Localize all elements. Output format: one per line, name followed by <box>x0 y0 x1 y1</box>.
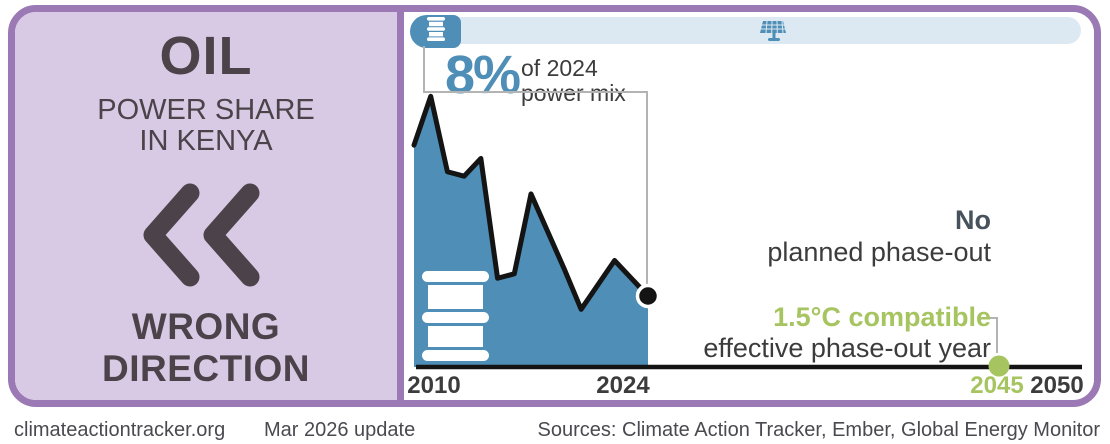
solar-panel-icon <box>759 20 789 42</box>
double-chevron-left-icon <box>15 183 397 292</box>
status-line-2: planned phase-out <box>767 237 991 267</box>
oil-barrel-badge <box>410 15 461 48</box>
tick-2024: 2024 <box>596 372 650 399</box>
data-line <box>411 93 651 312</box>
tick-2045: 2045 <box>970 372 1024 399</box>
subtitle-line-1: POWER SHARE <box>97 93 315 126</box>
compatible-target: 1.5°C compatible effective phase-out yea… <box>703 302 991 364</box>
footer: climateactiontracker.org Mar 2026 update… <box>0 419 1110 444</box>
oil-barrel-icon <box>426 16 446 47</box>
tick-2050: 2050 <box>1030 372 1084 399</box>
annotation-bracket <box>423 46 648 287</box>
target-connector <box>982 317 998 353</box>
phase-out-status: No planned phase-out <box>767 204 991 268</box>
fuel-title: OIL <box>159 26 253 86</box>
left-panel: OIL POWER SHARE IN KENYA WRONG DIRECTION <box>15 12 404 400</box>
panel-subtitle: POWER SHARE IN KENYA <box>15 93 397 157</box>
verdict-line-2: DIRECTION <box>102 347 310 389</box>
verdict-line-1: WRONG <box>131 305 281 347</box>
chart-panel: 8% of 2024 power mix <box>404 12 1094 400</box>
share-label-line-1: of 2024 <box>521 55 598 81</box>
subtitle-line-2: IN KENYA <box>139 124 273 157</box>
update-date: Mar 2026 update <box>264 419 416 441</box>
target-line-2: effective phase-out year <box>703 333 991 363</box>
oil-share-area-chart <box>411 46 1082 377</box>
target-year-dot <box>988 355 1010 377</box>
sources-text: Sources: Climate Action Tracker, Ember, … <box>537 419 1100 441</box>
status-line-1: No <box>955 205 991 235</box>
target-line-1: 1.5°C compatible <box>773 302 991 332</box>
oil-drum-icon <box>422 271 489 361</box>
site-link[interactable]: climateactiontracker.org <box>14 419 226 441</box>
tick-2010: 2010 <box>407 372 461 399</box>
verdict-text: WRONG DIRECTION <box>15 306 397 390</box>
current-value-dot <box>635 283 661 309</box>
infographic-card: OIL POWER SHARE IN KENYA WRONG DIRECTION <box>8 5 1101 407</box>
